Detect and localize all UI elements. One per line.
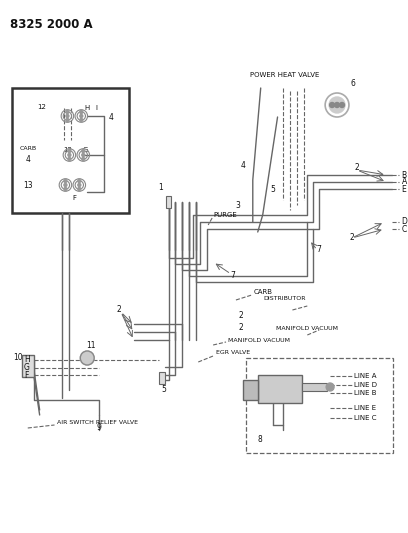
Circle shape bbox=[68, 157, 71, 160]
Text: G: G bbox=[82, 147, 88, 153]
Text: CARB: CARB bbox=[254, 289, 273, 295]
Circle shape bbox=[64, 180, 67, 182]
Text: 13: 13 bbox=[23, 181, 33, 190]
Text: 7: 7 bbox=[317, 246, 322, 254]
Text: C: C bbox=[401, 224, 407, 233]
Text: G: G bbox=[24, 364, 30, 373]
Text: 12: 12 bbox=[63, 147, 72, 153]
Text: 10: 10 bbox=[13, 353, 23, 362]
Text: 1: 1 bbox=[158, 183, 163, 192]
Text: LINE D: LINE D bbox=[354, 382, 377, 388]
Circle shape bbox=[64, 188, 67, 190]
Text: 2: 2 bbox=[355, 164, 359, 173]
Text: AIR SWITCH RELIEF VALVE: AIR SWITCH RELIEF VALVE bbox=[58, 421, 138, 425]
Circle shape bbox=[64, 183, 67, 187]
Text: LINE A: LINE A bbox=[354, 373, 377, 379]
Bar bbox=[246, 358, 392, 453]
Text: H: H bbox=[84, 105, 90, 111]
Text: 12: 12 bbox=[38, 104, 47, 110]
Circle shape bbox=[78, 183, 81, 187]
Circle shape bbox=[80, 118, 83, 122]
Text: A: A bbox=[401, 177, 407, 187]
Text: I: I bbox=[95, 105, 97, 111]
Text: LINE E: LINE E bbox=[354, 405, 376, 411]
Text: D: D bbox=[401, 217, 407, 227]
Text: MANIFOLD VACUUM: MANIFOLD VACUUM bbox=[275, 326, 337, 330]
Bar bbox=[22, 355, 34, 377]
Text: 4: 4 bbox=[25, 156, 30, 165]
Circle shape bbox=[80, 110, 83, 114]
Text: 7: 7 bbox=[231, 271, 235, 279]
Text: 2: 2 bbox=[350, 233, 354, 243]
Bar bbox=[258, 375, 302, 403]
Text: 2: 2 bbox=[239, 311, 243, 319]
Circle shape bbox=[326, 383, 334, 391]
Text: DISTRIBUTOR: DISTRIBUTOR bbox=[264, 295, 306, 301]
Circle shape bbox=[68, 154, 71, 157]
Text: 5: 5 bbox=[161, 385, 166, 394]
Text: 11: 11 bbox=[86, 341, 96, 350]
Circle shape bbox=[330, 102, 335, 108]
Text: F: F bbox=[24, 370, 29, 379]
Circle shape bbox=[82, 154, 85, 157]
Text: 4: 4 bbox=[109, 112, 113, 122]
Bar bbox=[12, 88, 129, 213]
Text: 5: 5 bbox=[270, 185, 275, 195]
Text: H: H bbox=[24, 356, 30, 365]
Bar bbox=[243, 380, 258, 400]
Circle shape bbox=[82, 149, 85, 152]
Circle shape bbox=[335, 102, 339, 108]
Text: 6: 6 bbox=[350, 78, 355, 87]
Circle shape bbox=[78, 180, 81, 182]
Text: PURGE: PURGE bbox=[213, 212, 237, 218]
Bar bbox=[302, 383, 327, 391]
Text: 2: 2 bbox=[239, 324, 243, 333]
Text: LINE B: LINE B bbox=[354, 390, 377, 396]
Text: 3: 3 bbox=[235, 200, 240, 209]
Text: B: B bbox=[401, 171, 407, 180]
Bar bbox=[166, 196, 171, 208]
Text: LINE C: LINE C bbox=[354, 415, 377, 421]
Circle shape bbox=[78, 188, 81, 190]
Text: 8: 8 bbox=[257, 435, 262, 445]
Text: POWER HEAT VALVE: POWER HEAT VALVE bbox=[250, 72, 319, 78]
Circle shape bbox=[80, 351, 94, 365]
Circle shape bbox=[66, 110, 69, 114]
Circle shape bbox=[66, 115, 69, 117]
Circle shape bbox=[329, 97, 345, 113]
Circle shape bbox=[339, 102, 344, 108]
Circle shape bbox=[82, 157, 85, 160]
Text: EGR VALVE: EGR VALVE bbox=[216, 351, 250, 356]
Bar bbox=[159, 372, 164, 384]
Text: MANIFOLD VACUUM: MANIFOLD VACUUM bbox=[228, 337, 290, 343]
Text: CARB: CARB bbox=[20, 146, 37, 150]
Text: 9: 9 bbox=[97, 424, 102, 432]
Circle shape bbox=[68, 149, 71, 152]
Text: E: E bbox=[401, 184, 406, 193]
Text: 4: 4 bbox=[240, 160, 245, 169]
Text: F: F bbox=[72, 195, 76, 201]
Circle shape bbox=[66, 118, 69, 122]
Text: 8325 2000 A: 8325 2000 A bbox=[10, 18, 93, 31]
Circle shape bbox=[80, 115, 83, 117]
Text: 2: 2 bbox=[117, 305, 121, 314]
